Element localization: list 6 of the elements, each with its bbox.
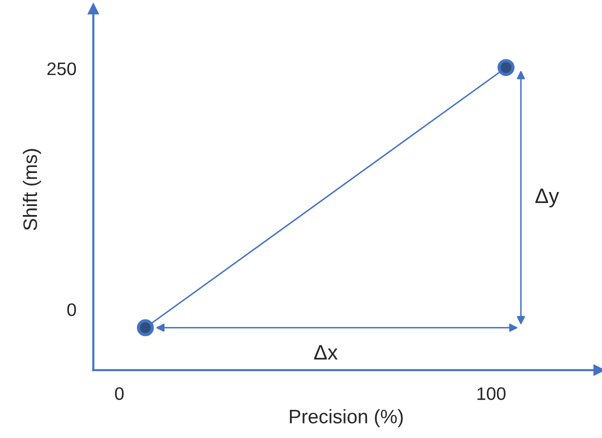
x-axis-title: Precision (%) (290, 409, 403, 428)
annotation: Δx (314, 345, 338, 360)
y-tick-label: 250 (47, 62, 76, 76)
y-axis-title: Shift (ms) (22, 149, 41, 230)
annotation: Δy (535, 188, 560, 208)
x-tick-label: 100 (477, 387, 506, 400)
